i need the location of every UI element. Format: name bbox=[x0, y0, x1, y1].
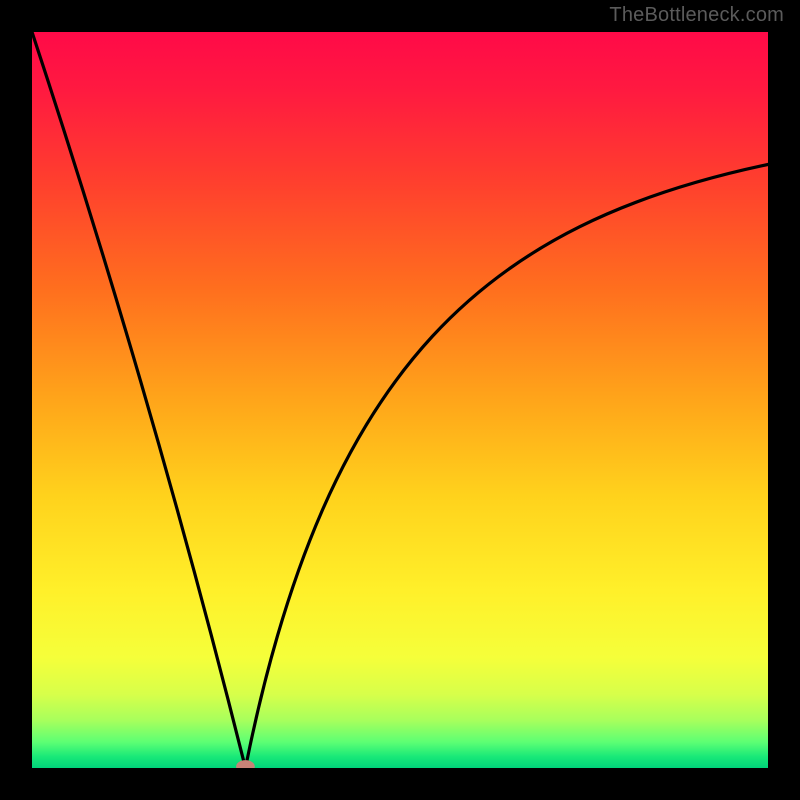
chart-svg bbox=[32, 32, 768, 768]
gradient-background bbox=[32, 32, 768, 768]
plot-area bbox=[32, 32, 768, 768]
attribution-watermark: TheBottleneck.com bbox=[609, 4, 784, 27]
chart-container: TheBottleneck.com bbox=[0, 0, 800, 800]
minimum-marker bbox=[237, 761, 255, 768]
